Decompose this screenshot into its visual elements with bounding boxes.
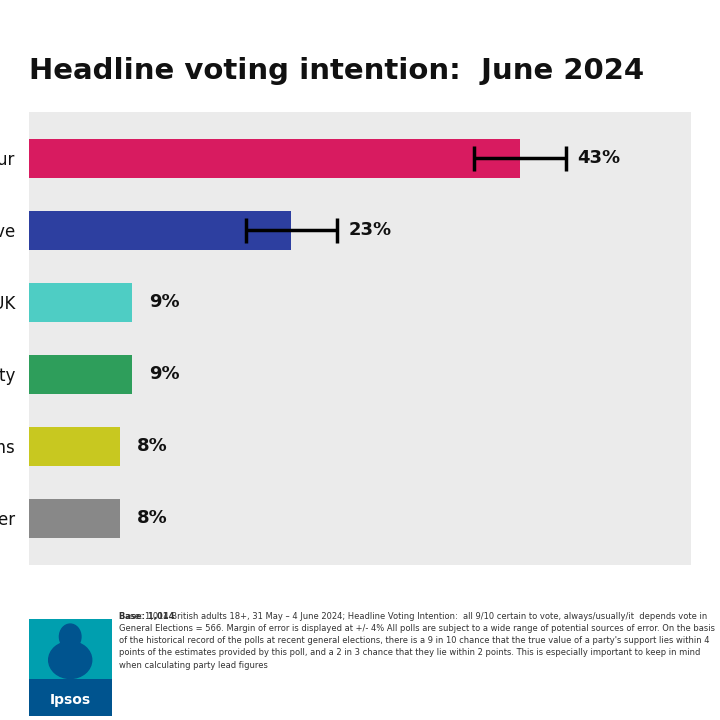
Text: 23%: 23% [348,222,392,239]
Bar [29,355,132,395]
Text: 43%: 43% [577,150,620,168]
Bar [29,138,520,179]
Bar [29,283,132,323]
Text: 9%: 9% [149,365,179,383]
Text: Base: 1,014: Base: 1,014 [119,612,174,621]
Text: Base: 1,014 British adults 18+, 31 May – 4 June 2024; Headline Voting Intention:: Base: 1,014 British adults 18+, 31 May –… [119,612,715,670]
Ellipse shape [49,642,91,678]
Text: Labour lead = +20: Labour lead = +20 [237,575,483,599]
Text: Headline voting intention:  June 2024: Headline voting intention: June 2024 [29,57,644,85]
Text: 8%: 8% [138,510,168,527]
Text: Ipsos: Ipsos [50,693,91,707]
Text: 9%: 9% [149,294,179,311]
Bar [29,426,120,467]
Bar [29,210,292,251]
Circle shape [60,624,81,649]
Bar [29,619,112,680]
Text: 8%: 8% [138,437,168,455]
Bar [29,498,120,538]
